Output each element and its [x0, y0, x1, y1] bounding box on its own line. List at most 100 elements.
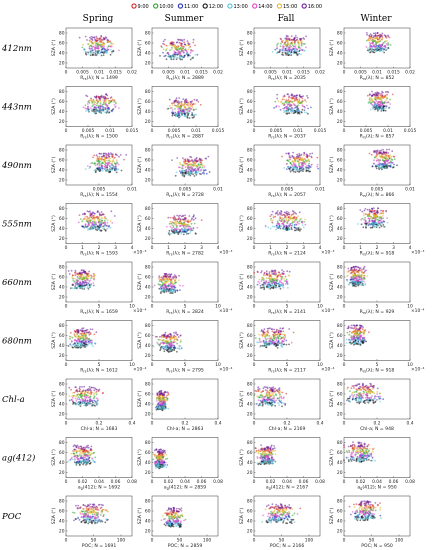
data-point — [115, 169, 118, 172]
data-point — [382, 217, 385, 220]
data-point — [187, 159, 190, 162]
data-point — [185, 44, 188, 47]
data-point — [163, 287, 166, 290]
data-point — [110, 152, 112, 155]
y-tick-label: 40 — [337, 226, 343, 232]
data-point — [196, 99, 199, 101]
data-point — [376, 48, 379, 51]
data-point — [396, 164, 398, 167]
data-point — [74, 330, 77, 333]
data-point — [386, 160, 389, 162]
y-tick-label: 80 — [337, 89, 343, 95]
data-point — [378, 221, 380, 224]
data-point — [96, 210, 99, 213]
data-point — [90, 277, 93, 279]
data-point — [91, 47, 93, 50]
data-point — [383, 105, 385, 107]
data-point — [275, 273, 277, 275]
data-point — [191, 105, 193, 108]
data-point — [296, 97, 298, 99]
data-point — [370, 49, 373, 51]
data-point — [92, 284, 95, 287]
x-scale-multiplier: ×10⁻⁴ — [411, 308, 425, 314]
data-point — [84, 223, 87, 226]
data-point — [284, 39, 287, 42]
y-tick-label: 40 — [247, 226, 253, 232]
data-point — [103, 156, 106, 159]
data-point — [158, 276, 161, 279]
data-point — [89, 328, 92, 331]
data-point — [88, 227, 90, 230]
y-axis-label: SZA (°) — [51, 98, 57, 115]
y-tick-label: 80 — [337, 265, 343, 271]
data-point — [290, 94, 293, 97]
data-point — [353, 273, 356, 276]
data-point — [192, 229, 195, 232]
data-point — [291, 167, 294, 170]
data-point — [380, 220, 383, 223]
data-point — [75, 283, 77, 286]
data-point — [291, 210, 294, 212]
data-point — [95, 51, 97, 54]
y-tick-label: 40 — [59, 168, 65, 174]
data-point — [294, 218, 297, 221]
data-point — [382, 214, 384, 217]
data-point — [102, 167, 105, 170]
data-point — [73, 344, 76, 346]
y-tick-label: 60 — [145, 41, 151, 47]
data-point — [178, 115, 181, 118]
data-point — [105, 37, 108, 39]
data-point — [374, 219, 376, 221]
data-point — [171, 227, 173, 229]
legend-marker — [177, 3, 184, 9]
data-point — [187, 48, 190, 51]
data-point — [279, 217, 282, 219]
data-point — [285, 112, 288, 115]
data-point — [98, 162, 100, 165]
y-tick-label: 40 — [145, 226, 151, 232]
x-tick-label: 0.005 — [371, 187, 384, 193]
data-point — [301, 220, 303, 223]
data-point — [197, 101, 200, 103]
data-point — [386, 148, 388, 151]
data-point — [102, 106, 105, 109]
data-point — [274, 281, 276, 284]
data-point — [375, 160, 378, 162]
data-point — [375, 224, 378, 227]
data-point — [84, 225, 87, 228]
data-point — [186, 233, 188, 235]
data-point — [108, 108, 111, 110]
data-point — [187, 163, 190, 166]
data-point — [277, 100, 280, 102]
data-point — [89, 212, 92, 215]
data-point — [187, 112, 190, 114]
data-point — [100, 50, 103, 52]
data-point — [278, 271, 281, 274]
data-point — [285, 212, 288, 215]
data-point — [114, 165, 117, 168]
data-point — [87, 51, 89, 54]
data-point — [282, 228, 285, 231]
x-axis-label: Rrs(λ); N = 1500 — [80, 134, 118, 140]
x-tick-label: 2 — [184, 245, 187, 251]
data-point — [274, 269, 277, 272]
data-point — [93, 333, 96, 336]
data-point — [95, 168, 97, 171]
data-point — [184, 48, 187, 51]
data-point — [305, 165, 308, 167]
data-point — [304, 99, 306, 102]
data-point — [112, 165, 115, 168]
x-tick-label: 2 — [286, 245, 289, 251]
data-point — [163, 282, 166, 284]
legend-label: 13:00 — [233, 4, 247, 10]
y-tick-label: 40 — [247, 109, 253, 115]
y-tick-label: 40 — [247, 51, 253, 57]
data-point — [162, 279, 165, 281]
data-point — [95, 47, 98, 49]
data-point — [305, 111, 308, 114]
sample-count: 852 — [386, 75, 395, 81]
data-point — [369, 39, 371, 42]
data-point — [282, 39, 285, 42]
